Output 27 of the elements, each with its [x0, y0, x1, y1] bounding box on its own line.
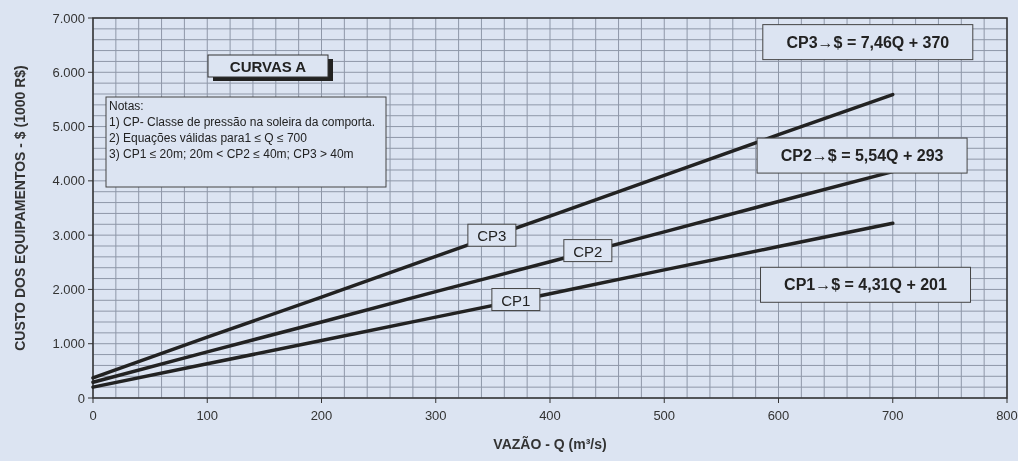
y-tick-label: 5.000	[52, 119, 85, 135]
y-tick-label: 4.000	[52, 173, 85, 189]
x-tick-label: 500	[653, 408, 676, 423]
x-axis-title: VAZÃO - Q (m³/s)	[493, 435, 607, 452]
series-label: CP1	[501, 291, 531, 309]
series-label: CP2	[573, 242, 603, 260]
x-tick-label: 0	[89, 408, 97, 423]
y-tick-label: 2.000	[52, 281, 85, 297]
x-tick-label: 400	[539, 408, 561, 423]
annotation: Notas: 1) CP- Classe de pressão na soleira da comporta. 2) Equações válidas para1 ≤ Q ≤ 700 3) CP1 ≤ 20m; 20m < CP2 ≤ 40m; CP3 > 40m	[109, 99, 376, 161]
y-tick-label: 7.000	[52, 10, 85, 26]
x-tick-label: 800	[996, 408, 1018, 423]
y-tick-label: 0	[77, 390, 85, 406]
annotation: CP1→$ = 4,31Q + 201	[784, 276, 947, 294]
x-tick-label: 100	[196, 408, 219, 423]
y-tick-label: 1.000	[52, 336, 85, 352]
y-axis-title: CUSTO DOS EQUIPAMENTOS - $ (1000 R$)	[12, 65, 28, 351]
text: CURVAS A	[229, 58, 307, 75]
x-tick-label: 300	[424, 408, 447, 423]
x-tick-label: 700	[881, 408, 904, 423]
annotation: CP3→$ = 7,46Q + 370	[786, 33, 950, 51]
x-tick-label: 600	[767, 408, 790, 423]
x-tick-label: 200	[310, 408, 333, 423]
series-label: CP3	[477, 227, 507, 245]
annotation: CP2→$ = 5,54Q + 293	[780, 147, 944, 165]
y-tick-label: 6.000	[52, 64, 85, 80]
y-tick-label: 3.000	[52, 227, 85, 243]
